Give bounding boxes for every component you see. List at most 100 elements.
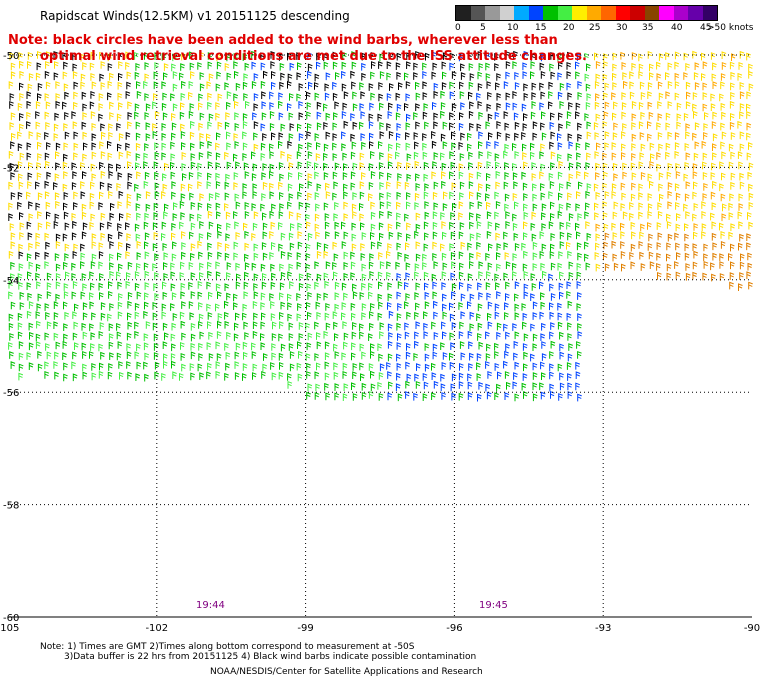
wind-barb: [44, 370, 50, 379]
wind-barb: [207, 321, 212, 329]
wind-barb: [143, 180, 149, 189]
wind-barb: [584, 211, 589, 220]
wind-barb: [405, 122, 411, 131]
wind-barb: [566, 120, 571, 129]
wind-barb: [505, 92, 511, 101]
wind-barb: [586, 152, 591, 161]
wind-barb: [323, 162, 328, 171]
wind-barb: [126, 272, 131, 280]
wind-barb: [523, 161, 528, 170]
wind-barb: [630, 261, 636, 270]
wind-barb: [487, 321, 493, 330]
wind-barb: [557, 363, 563, 372]
wind-barb: [423, 161, 429, 170]
wind-barb: [532, 382, 538, 391]
wind-barb: [244, 262, 250, 270]
wind-barb: [396, 142, 401, 151]
wind-barb: [415, 241, 421, 250]
wind-barb: [46, 171, 52, 180]
wind-barb: [593, 183, 599, 192]
wind-barb: [55, 151, 60, 159]
wind-barb: [478, 141, 483, 149]
wind-barb: [477, 201, 483, 209]
lat-label: -58: [3, 501, 19, 512]
wind-barb: [494, 392, 499, 400]
wind-barb: [513, 372, 518, 380]
wind-barb: [396, 221, 401, 230]
wind-barb: [692, 213, 697, 222]
wind-barb: [27, 292, 33, 301]
wind-barb: [118, 72, 123, 81]
wind-barb: [440, 383, 446, 392]
wind-barb: [352, 192, 358, 200]
wind-barb: [522, 321, 527, 330]
wind-barb: [351, 342, 356, 351]
wind-barb: [566, 241, 571, 250]
wind-barb: [559, 343, 564, 352]
wind-barb: [558, 393, 563, 401]
wind-barb: [629, 202, 634, 210]
wind-barb: [71, 361, 76, 370]
wind-barb: [415, 380, 421, 389]
wind-barb: [235, 161, 240, 170]
wind-barb: [494, 311, 500, 320]
wind-barb: [567, 333, 572, 341]
wind-barb: [361, 303, 367, 311]
wind-barb: [351, 331, 357, 340]
wind-barb: [63, 283, 69, 291]
wind-barb: [532, 301, 538, 310]
wind-barb: [505, 343, 510, 352]
wind-barb: [613, 201, 619, 210]
wind-barb: [99, 191, 104, 200]
wind-barb: [307, 311, 312, 320]
wind-barb: [17, 312, 23, 321]
wind-barb: [568, 261, 574, 270]
wind-barb: [89, 201, 95, 210]
wind-barb: [206, 133, 211, 142]
wind-barb: [36, 62, 42, 71]
wind-barb: [458, 302, 464, 310]
wind-barb: [269, 191, 275, 199]
wind-barb: [262, 231, 268, 240]
wind-barb: [117, 223, 122, 231]
wind-barb: [719, 183, 724, 192]
wind-barb: [370, 343, 375, 351]
wind-barb: [55, 240, 61, 249]
wind-barb: [9, 100, 14, 109]
wind-barb: [136, 171, 141, 180]
wind-barb: [441, 361, 447, 370]
wind-barb: [730, 91, 735, 100]
wind-barb: [244, 332, 249, 340]
wind-barb: [566, 221, 571, 230]
wind-barb: [657, 113, 663, 121]
wind-barb: [143, 152, 149, 161]
wind-barb: [729, 61, 735, 70]
wind-barb: [432, 291, 438, 300]
wind-barb: [504, 193, 510, 202]
wind-barb: [550, 71, 556, 80]
wind-barb: [665, 72, 670, 80]
wind-barb: [36, 303, 42, 311]
wind-barb: [656, 242, 662, 250]
wind-barb: [712, 143, 717, 151]
wind-barb: [424, 211, 430, 220]
wind-barb: [703, 253, 708, 262]
wind-barb: [647, 210, 653, 219]
wind-barb: [443, 191, 448, 200]
wind-barb: [44, 180, 50, 189]
wind-barb: [523, 270, 529, 279]
wind-barb: [710, 191, 716, 200]
wind-barb: [469, 352, 474, 361]
wind-barb: [539, 311, 545, 320]
wind-barb: [496, 383, 501, 392]
wind-barb: [154, 292, 160, 301]
legend-label: 20: [563, 23, 575, 33]
wind-barb: [262, 133, 267, 141]
wind-barb: [154, 182, 160, 191]
wind-barb: [199, 220, 204, 229]
wind-barb: [90, 181, 95, 190]
wind-barb: [189, 363, 195, 371]
wind-barb: [449, 62, 455, 71]
wind-barb: [288, 211, 294, 219]
wind-barb: [19, 82, 24, 91]
